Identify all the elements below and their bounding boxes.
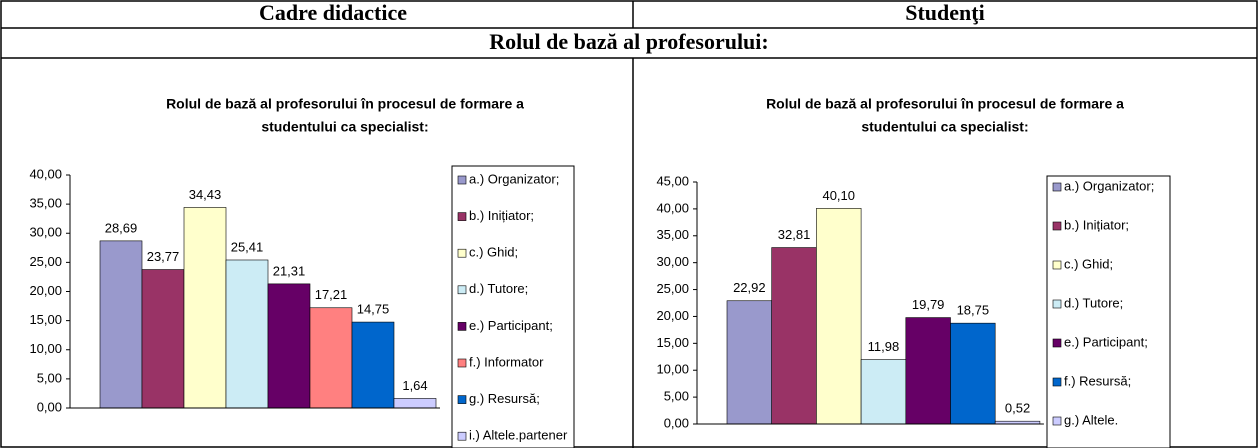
bar [905, 317, 951, 425]
legend-swatch [1052, 416, 1062, 426]
value-label: 19,79 [912, 297, 945, 312]
legend-label: a.) Organizator; [469, 171, 559, 186]
legend-swatch [457, 248, 467, 258]
value-label: 40,10 [822, 188, 855, 203]
bar [726, 300, 773, 425]
legend-swatch [457, 322, 467, 331]
legend-swatch [457, 395, 467, 404]
y-tick-label: 30,00 [29, 225, 62, 240]
legend-label: f.) Resursă; [1064, 373, 1131, 388]
legend-swatch [1052, 299, 1062, 309]
bar [225, 259, 269, 409]
legend-label: i.) Altele.partener [469, 428, 568, 443]
value-label: 18,75 [957, 303, 990, 318]
bar [950, 322, 996, 425]
chart-title: Rolul de bază al profesorului în procesu… [166, 96, 524, 112]
bar [267, 283, 311, 409]
value-label: 22,92 [733, 280, 766, 295]
legend-swatch [1052, 377, 1062, 387]
legend-label: d.) Tutore; [469, 281, 528, 296]
value-label: 25,41 [231, 239, 264, 254]
y-tick-label: 25,00 [656, 281, 689, 296]
header-left: Cadre didactice [259, 0, 407, 25]
bar [183, 207, 227, 409]
header-right: Studenţi [905, 0, 984, 25]
value-label: 0,52 [1005, 401, 1030, 416]
legend-label: b.) Inițiator; [469, 208, 534, 223]
bar [860, 359, 907, 425]
legend-label: b.) Inițiator; [1064, 217, 1129, 232]
y-tick-label: 35,00 [656, 227, 689, 242]
y-tick-label: 30,00 [656, 254, 689, 269]
bar [771, 247, 817, 425]
value-label: 32,81 [778, 227, 811, 242]
bar [99, 240, 143, 409]
legend-swatch [457, 358, 467, 368]
y-tick-label: 35,00 [29, 196, 62, 211]
legend-swatch [457, 212, 467, 221]
legend-swatch [1052, 260, 1062, 270]
value-label: 11,98 [868, 339, 900, 354]
y-tick-label: 0,00 [664, 415, 689, 430]
y-tick-label: 5,00 [37, 370, 62, 385]
y-tick-label: 10,00 [656, 362, 689, 377]
bar [816, 208, 862, 425]
y-tick-label: 40,00 [29, 166, 62, 181]
value-label: 21,31 [273, 263, 306, 278]
y-tick-label: 15,00 [29, 312, 62, 327]
bar [141, 269, 185, 409]
value-label: 14,75 [357, 302, 390, 317]
bar [309, 307, 353, 409]
legend-box [1046, 175, 1171, 448]
header-subtitle: Rolul de bază al profesorului: [489, 29, 769, 54]
legend-label: g.) Resursă; [469, 391, 540, 406]
legend-swatch [1052, 338, 1062, 348]
legend-label: a.) Organizator; [1064, 178, 1154, 193]
legend-swatch [457, 431, 467, 441]
y-tick-label: 5,00 [664, 389, 689, 404]
legend-swatch [457, 175, 467, 185]
chart-title: Rolul de bază al profesorului în procesu… [766, 96, 1124, 112]
value-label: 23,77 [147, 249, 180, 264]
bar [393, 398, 437, 409]
value-label: 28,69 [105, 220, 138, 235]
y-tick-label: 40,00 [656, 200, 689, 215]
value-label: 34,43 [189, 187, 222, 202]
legend-label: e.) Participant; [1064, 334, 1148, 349]
value-label: 1,64 [402, 378, 427, 393]
legend-label: c.) Ghid; [1064, 256, 1113, 271]
legend-swatch [1052, 182, 1062, 192]
legend-swatch [1052, 221, 1062, 231]
bar [351, 321, 395, 409]
y-tick-label: 20,00 [29, 283, 62, 298]
legend-label: d.) Tutore; [1064, 295, 1123, 310]
chart-title: studentului ca specialist: [861, 119, 1028, 135]
y-tick-label: 15,00 [656, 335, 689, 350]
y-tick-label: 25,00 [29, 254, 62, 269]
legend-box [451, 165, 575, 448]
y-tick-label: 0,00 [37, 399, 62, 414]
y-tick-label: 20,00 [656, 308, 689, 323]
chart-title: studentului ca specialist: [261, 119, 428, 135]
legend-label: e.) Participant; [469, 318, 553, 333]
legend-label: f.) Informator [469, 354, 544, 369]
y-tick-label: 45,00 [656, 173, 689, 188]
y-tick-label: 10,00 [29, 341, 62, 356]
legend-swatch [457, 285, 467, 295]
value-label: 17,21 [315, 287, 348, 302]
legend-label: c.) Ghid; [469, 245, 518, 260]
legend-label: g.) Altele. [1064, 412, 1118, 427]
